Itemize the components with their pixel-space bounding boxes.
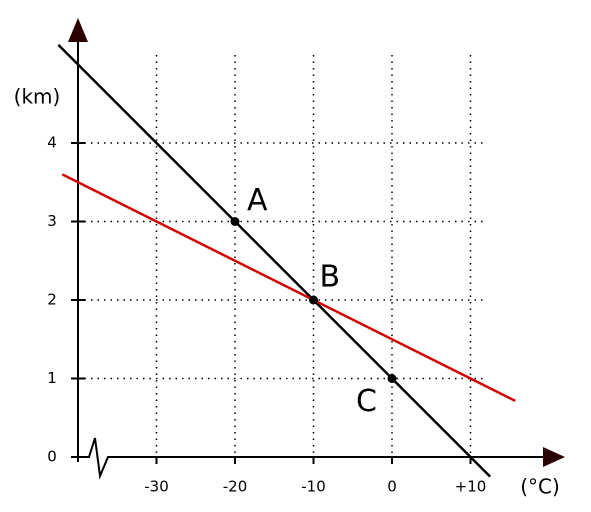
line: [57, 43, 492, 478]
x-tick-label: -30: [144, 478, 169, 496]
x-tick-label: 0: [387, 478, 397, 496]
point-label: A: [247, 183, 268, 218]
x-tick-label: -20: [223, 478, 248, 496]
y-tick-label: 2: [47, 291, 57, 309]
y-axis-label: (km): [14, 85, 61, 109]
y-axis-arrow: [68, 18, 88, 42]
y-tick-label: 3: [47, 212, 57, 230]
x-tick-label: -10: [301, 478, 326, 496]
grid: [78, 55, 483, 457]
point: [230, 217, 240, 226]
line: [61, 173, 516, 402]
x-axis-label: (°C): [520, 475, 560, 499]
y-tick-label: 4: [47, 134, 57, 152]
x-axis-arrow: [543, 447, 565, 467]
x-tick-label: +10: [455, 478, 487, 496]
point: [309, 295, 318, 305]
point-label: B: [320, 260, 341, 295]
y-tick-label: 0: [47, 448, 57, 466]
point: [387, 374, 397, 383]
x-axis: [78, 437, 545, 480]
point-label: C: [356, 384, 377, 419]
y-tick-label: 1: [47, 369, 57, 387]
